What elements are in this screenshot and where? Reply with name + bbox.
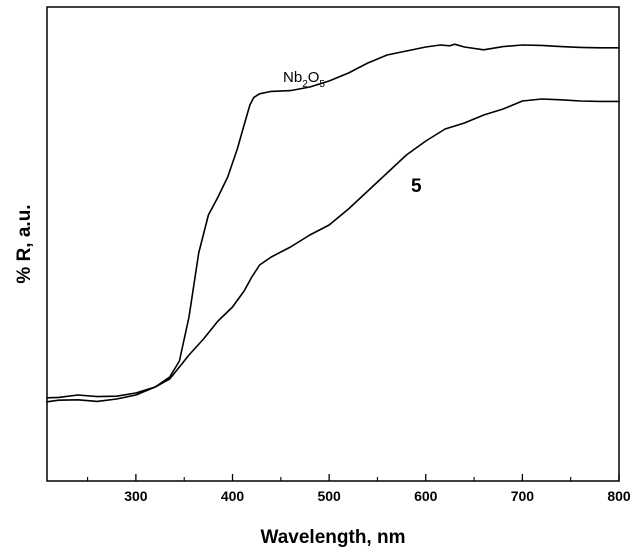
series-line-5 <box>46 98 620 403</box>
x-tick-label: 700 <box>511 488 535 504</box>
x-axis-tick-labels: 300 400 500 600 700 800 <box>124 488 631 504</box>
series-label-nb2o5: Nb2O5 <box>283 69 325 90</box>
x-tick-label: 300 <box>124 488 148 504</box>
series-label-5: 5 <box>411 176 422 197</box>
plot-frame <box>46 6 620 482</box>
x-tick-label: 400 <box>221 488 245 504</box>
y-axis-title: % R, a.u. <box>14 204 35 283</box>
x-tick-label: 600 <box>414 488 438 504</box>
x-tick-label: 500 <box>317 488 341 504</box>
series-curves <box>46 43 620 403</box>
x-axis-ticks <box>87 474 620 481</box>
x-axis-title: Wavelength, nm <box>261 527 406 547</box>
series-line-nb2o5 <box>46 43 620 399</box>
x-tick-label: 800 <box>607 488 631 504</box>
